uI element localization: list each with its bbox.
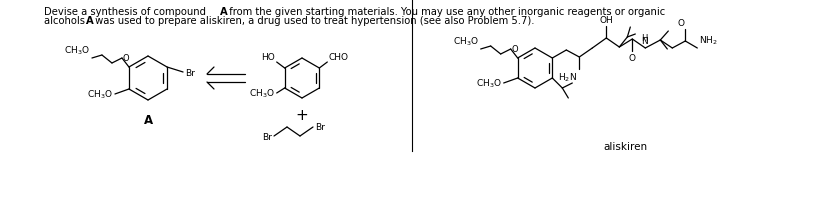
Text: CH$_3$O: CH$_3$O: [453, 35, 479, 48]
Text: Br: Br: [185, 68, 195, 77]
Text: CH$_3$O: CH$_3$O: [476, 77, 502, 90]
Text: NH$_2$: NH$_2$: [700, 34, 718, 47]
Text: Br: Br: [315, 123, 325, 132]
Text: CH$_3$O: CH$_3$O: [87, 88, 113, 101]
Text: O: O: [629, 54, 636, 63]
Text: Devise a synthesis of compound: Devise a synthesis of compound: [44, 7, 209, 17]
Text: N: N: [641, 37, 648, 46]
Text: H$_2$N: H$_2$N: [558, 72, 578, 84]
Text: aliskiren: aliskiren: [603, 141, 647, 151]
Text: CH$_3$O: CH$_3$O: [64, 44, 90, 57]
Text: +: +: [296, 108, 308, 123]
Text: alcohols.: alcohols.: [44, 16, 91, 26]
Text: Br: Br: [263, 132, 272, 141]
Text: CHO: CHO: [329, 53, 349, 62]
Text: O: O: [512, 45, 518, 54]
Text: A: A: [220, 7, 227, 17]
Text: CH$_3$O: CH$_3$O: [249, 87, 275, 100]
Text: from the given starting materials. You may use any other inorganic reagents or o: from the given starting materials. You m…: [226, 7, 665, 17]
Text: H: H: [641, 34, 648, 43]
Text: HO: HO: [261, 53, 275, 62]
Text: OH: OH: [599, 16, 613, 25]
Text: A: A: [144, 114, 152, 126]
Text: was used to prepare aliskiren, a drug used to treat hypertension (see also Probl: was used to prepare aliskiren, a drug us…: [92, 16, 534, 26]
Text: O: O: [123, 54, 130, 63]
Text: A: A: [86, 16, 94, 26]
Text: O: O: [678, 19, 685, 28]
